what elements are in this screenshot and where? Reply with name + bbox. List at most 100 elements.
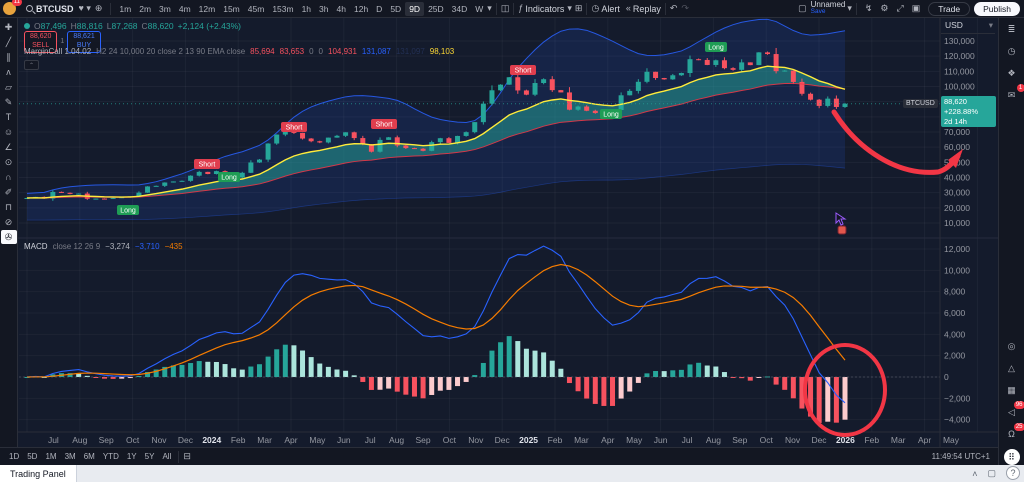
alert-button[interactable]: Alert: [601, 3, 620, 14]
ideas-target-button[interactable]: ◎: [1004, 339, 1020, 353]
sell-button[interactable]: 88,620 SELL: [24, 31, 58, 53]
timeframe-button-12h[interactable]: 12h: [353, 3, 369, 14]
xabcd-pattern-icon[interactable]: ʌ: [6, 67, 11, 77]
attach-icon[interactable]: ✇: [0, 230, 17, 244]
apps-grid-button[interactable]: ⠿: [1003, 449, 1020, 465]
timeframe-button-3m[interactable]: 3m: [159, 3, 171, 14]
trend-line-icon[interactable]: ╱: [5, 36, 12, 47]
brush-icon[interactable]: ✎: [4, 96, 13, 107]
range-button-5Y[interactable]: 5Y: [144, 452, 155, 461]
ohlc-legend[interactable]: O87,496 H88,816 L87,268 C88,620 +2,124 (…: [24, 21, 241, 31]
timeframe-button-25D[interactable]: 25D: [428, 3, 444, 14]
buy-button[interactable]: 88,621 BUY: [67, 31, 101, 53]
range-button-3M[interactable]: 3M: [64, 452, 76, 461]
layout-save-link[interactable]: Save: [810, 8, 826, 16]
timeframe-button-5D[interactable]: 5D: [390, 3, 402, 14]
grid-layout-icon[interactable]: ⊞: [574, 3, 583, 13]
crosshair-icon[interactable]: ✚: [4, 21, 13, 32]
parallel-channel-icon[interactable]: ∥: [6, 51, 11, 62]
trade-marker-short[interactable]: Short: [510, 65, 536, 75]
timeframe-button-4h[interactable]: 4h: [336, 3, 346, 14]
timeframe-button-W[interactable]: W: [475, 3, 484, 14]
range-button-1M[interactable]: 1M: [45, 452, 57, 461]
zoom-in-icon[interactable]: ⊙: [4, 156, 13, 167]
trade-marker-short[interactable]: Short: [194, 159, 220, 169]
timeframe-button-45m[interactable]: 45m: [247, 3, 265, 14]
watchlist-button[interactable]: ≣: [1004, 22, 1020, 36]
timeframe-button-1m[interactable]: 1m: [119, 3, 132, 14]
quick-search-icon[interactable]: ↯: [864, 3, 873, 13]
text-icon[interactable]: T: [5, 112, 12, 122]
trade-marker-long[interactable]: Long: [218, 172, 240, 182]
hide-drawings-icon[interactable]: ⊘: [4, 216, 13, 227]
publish-button[interactable]: Publish: [974, 1, 1020, 16]
help-button[interactable]: ?: [1006, 466, 1020, 480]
timeframe-button-D[interactable]: D: [376, 3, 383, 14]
undo-icon[interactable]: ↶: [669, 3, 678, 13]
range-button-YTD[interactable]: YTD: [102, 452, 119, 461]
calendar-button[interactable]: ▦: [1004, 383, 1020, 397]
timeframe-button-3h[interactable]: 3h: [319, 3, 329, 14]
timeframe-button-2m[interactable]: 2m: [139, 3, 152, 14]
trade-marker-long[interactable]: Long: [117, 205, 139, 215]
trade-marker-short[interactable]: Short: [281, 122, 307, 132]
emoji-icon[interactable]: ☺: [3, 127, 14, 137]
range-button-1Y[interactable]: 1Y: [126, 452, 137, 461]
legend-collapse-button[interactable]: ⌃: [24, 60, 39, 70]
timeframes-expand-icon[interactable]: ▾: [487, 3, 492, 13]
trading-panel-tab[interactable]: Trading Panel: [0, 465, 77, 482]
alerts-clock-button[interactable]: ◷: [1004, 44, 1020, 58]
symbol-search[interactable]: BTCUSD: [21, 4, 79, 15]
indicator-legend[interactable]: MarginCall 1.04.02 H2 24 10,000 20 close…: [24, 47, 459, 56]
replay-button[interactable]: Replay: [632, 3, 661, 14]
shapes-icon[interactable]: ▱: [5, 81, 12, 92]
macd-legend[interactable]: MACD close 12 26 9 −3,274 −3,710 −435: [24, 242, 188, 251]
svg-text:Aug: Aug: [706, 435, 721, 445]
drawing-red-ellipse[interactable]: [803, 343, 887, 437]
trade-marker-long[interactable]: Long: [600, 109, 622, 119]
fullscreen-icon[interactable]: ⤢: [896, 3, 904, 13]
panel-expand-icon[interactable]: ▢: [987, 468, 996, 478]
trade-button[interactable]: Trade: [928, 1, 971, 16]
compare-add-icon[interactable]: ⊕: [94, 3, 103, 13]
snapshot-camera-icon[interactable]: ▣: [911, 3, 921, 13]
user-avatar[interactable]: 11: [3, 0, 22, 16]
watchlist-heart-icon[interactable]: ♥ ▾: [78, 3, 91, 13]
indicators-button[interactable]: Indicators: [525, 3, 565, 14]
range-button-5D[interactable]: 5D: [27, 452, 38, 461]
panel-collapse-icon[interactable]: ˄: [972, 468, 978, 479]
layout-name-block[interactable]: Unnamed Save: [811, 1, 846, 16]
price-axis-currency[interactable]: USD ▾: [941, 20, 995, 34]
layout-caret-icon[interactable]: ▾: [847, 3, 852, 13]
indicators-templates-caret-icon[interactable]: ▾: [567, 3, 572, 13]
drawing-red-arrow[interactable]: [831, 109, 963, 175]
timeframe-button-34D[interactable]: 34D: [451, 3, 468, 14]
timeframe-button-1h[interactable]: 1h: [301, 3, 312, 14]
notifications-bell-button[interactable]: Ω 25: [1004, 423, 1024, 441]
range-button-6M[interactable]: 6M: [83, 452, 95, 461]
timeframe-button-15m[interactable]: 15m: [223, 3, 240, 14]
go-to-date-icon[interactable]: ⊟: [183, 451, 191, 461]
range-button-1D[interactable]: 1D: [9, 452, 20, 461]
object-tree-button[interactable]: ❖: [1004, 66, 1020, 80]
candle-style-icon[interactable]: ◫: [500, 3, 510, 13]
timeframe-button-12m[interactable]: 12m: [198, 3, 216, 14]
timeframe-button-4m[interactable]: 4m: [178, 3, 191, 14]
publish-idea-button[interactable]: △: [1004, 361, 1020, 375]
measure-icon[interactable]: ∠: [4, 141, 13, 152]
range-button-All[interactable]: All: [162, 452, 172, 461]
draw-icon[interactable]: ✐: [4, 186, 13, 197]
lock-icon[interactable]: ⊓: [4, 201, 13, 212]
trade-marker-short[interactable]: Short: [371, 119, 397, 129]
news-megaphone-button[interactable]: ◁ 96: [1004, 401, 1024, 419]
redo-icon[interactable]: ↷: [681, 3, 689, 13]
magnet-icon[interactable]: ∩: [5, 172, 12, 182]
chat-button[interactable]: ✉ 1: [1004, 84, 1024, 102]
timeframe-button-9D[interactable]: 9D: [405, 1, 425, 16]
layout-square-icon[interactable]: ▢: [798, 3, 807, 13]
clock[interactable]: 11:49:54 UTC+1: [931, 452, 990, 461]
trade-marker-long[interactable]: Long: [705, 42, 727, 52]
timeframe-button-153m[interactable]: 153m: [272, 3, 294, 14]
settings-gear-icon[interactable]: ⚙: [880, 3, 889, 13]
